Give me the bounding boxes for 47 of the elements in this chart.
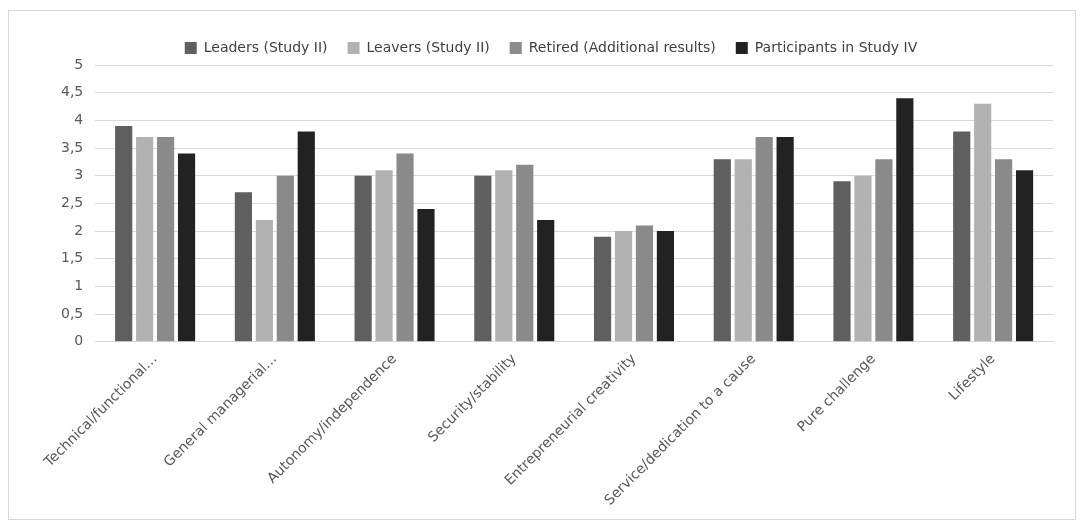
y-tick-label: 5 (74, 55, 84, 72)
y-tick-label: 2 (74, 221, 84, 238)
bar (875, 159, 893, 342)
bar (516, 164, 534, 342)
bar (136, 136, 154, 342)
bar (974, 103, 992, 342)
bar (713, 159, 731, 342)
bar (474, 175, 492, 342)
bar (854, 175, 872, 342)
bar (375, 170, 393, 342)
y-tick-label: 4 (74, 111, 84, 128)
bar (656, 231, 675, 342)
bar (776, 136, 794, 342)
bar (635, 225, 654, 342)
bar (417, 208, 435, 342)
y-tick-label: 0 (74, 332, 84, 349)
bar (297, 131, 315, 342)
legend-label: Leavers (Study II) (366, 38, 490, 55)
legend-label: Leaders (Study II) (203, 38, 328, 55)
bar (755, 136, 773, 342)
bar (157, 136, 175, 342)
y-tick-label: 3,5 (61, 138, 84, 155)
bar (115, 125, 133, 342)
y-tick-label: 3 (74, 166, 84, 183)
bar (734, 159, 752, 342)
y-tick-label: 1 (74, 277, 84, 294)
bar (1015, 170, 1034, 342)
bar (495, 170, 513, 342)
y-tick-label: 4,5 (61, 83, 84, 100)
bar (953, 131, 971, 342)
bar (614, 231, 633, 342)
legend-label: Retired (Additional results) (528, 38, 716, 55)
bar (354, 175, 372, 342)
bar (234, 192, 252, 342)
y-tick-label: 2,5 (61, 194, 84, 211)
legend-label: Participants in Study IV (754, 38, 918, 55)
bar (593, 236, 612, 342)
bar (396, 153, 414, 342)
bar (995, 159, 1013, 342)
bar (833, 181, 851, 342)
bar (537, 220, 555, 342)
y-tick-label: 0,5 (61, 304, 84, 321)
bar (177, 153, 196, 342)
y-tick-label: 1,5 (61, 249, 84, 266)
bar (255, 220, 273, 342)
bar (276, 175, 294, 342)
bar (896, 98, 914, 342)
